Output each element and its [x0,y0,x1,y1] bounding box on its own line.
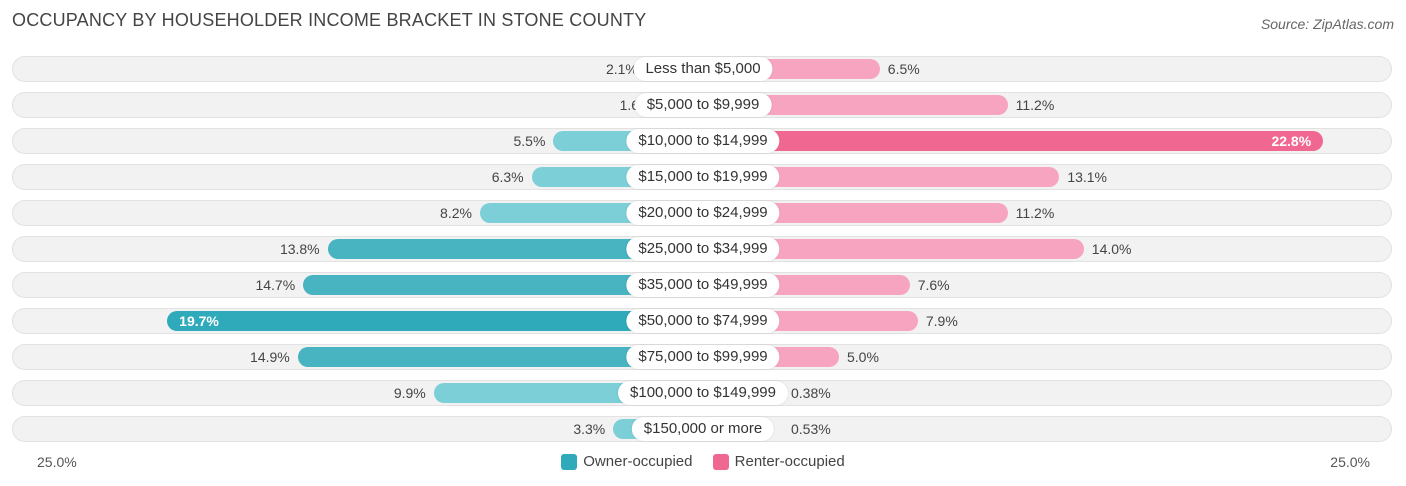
owner-value-label: 3.3% [573,421,606,437]
owner-value-label: 2.1% [605,61,638,77]
category-label: $100,000 to $149,999 [618,381,788,405]
renter-value-label: 11.2% [1015,205,1055,221]
axis-right-label: 25.0% [1330,454,1370,470]
owner-value-label: 8.2% [440,205,472,221]
renter-value-label: 5.0% [847,349,879,365]
renter-value-label: 0.38% [791,385,831,401]
renter-bar [703,131,1324,151]
category-label: $10,000 to $14,999 [626,129,780,153]
renter-value-label: 6.5% [887,61,920,77]
legend-item-owner: Owner-occupied [561,453,692,470]
owner-value-label: 19.7% [179,313,219,329]
axis-left-label: 25.0% [37,454,77,470]
category-label: $15,000 to $19,999 [626,165,780,189]
renter-value-label: 0.53% [791,421,831,437]
legend-item-renter: Renter-occupied [712,453,845,470]
category-label: $5,000 to $9,999 [634,93,772,117]
renter-value-label: 11.2% [1015,97,1055,113]
owner-value-label: 13.8% [279,241,320,257]
category-label: $35,000 to $49,999 [626,273,780,297]
category-label: $150,000 or more [631,417,775,441]
renter-bar [703,203,1008,223]
legend-label-renter: Renter-occupied [734,453,845,470]
renter-bar [703,167,1060,187]
renter-bar [703,95,1008,115]
renter-value-label: 13.1% [1067,169,1108,185]
renter-bar [703,239,1084,259]
owner-bar [167,311,703,331]
category-label: Less than $5,000 [633,57,773,81]
renter-value-label: 22.8% [1271,133,1312,149]
owner-bar [327,239,703,259]
legend-label-owner: Owner-occupied [583,453,693,470]
owner-value-label: 5.5% [513,133,546,149]
owner-value-label: 9.9% [393,385,426,401]
category-label: $50,000 to $74,999 [626,309,780,333]
renter-value-label: 7.9% [925,313,958,329]
legend: Owner-occupied Renter-occupied [0,453,1406,474]
renter-value-label: 7.6% [917,277,950,293]
owner-value-label: 6.3% [491,169,524,185]
legend-swatch-renter [712,453,729,470]
owner-value-label: 14.7% [255,277,296,293]
category-label: $75,000 to $99,999 [626,345,780,369]
category-label: $25,000 to $34,999 [626,237,780,261]
owner-bar [297,347,703,367]
renter-value-label: 14.0% [1091,241,1132,257]
chart-title: OCCUPANCY BY HOUSEHOLDER INCOME BRACKET … [12,10,647,30]
owner-value-label: 14.9% [250,349,290,365]
chart-source: Source: ZipAtlas.com [1260,16,1394,32]
category-label: $20,000 to $24,999 [626,201,780,225]
legend-swatch-owner [561,453,578,470]
owner-bar [303,275,703,295]
